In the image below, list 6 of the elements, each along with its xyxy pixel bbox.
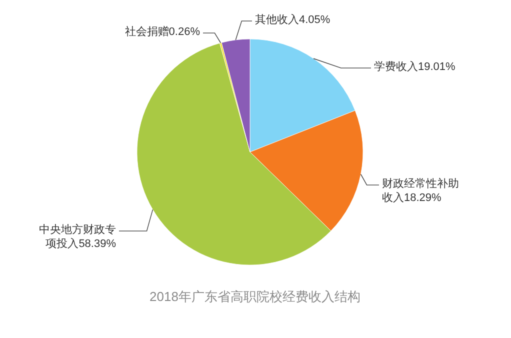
- slice-label: 学费收入19.01%: [374, 60, 456, 73]
- slice-label: 其他收入4.05%: [255, 13, 330, 26]
- slice-label: 财政经常性补助收入18.29%: [382, 177, 459, 204]
- text: 2018年广东省高职院校经费收入结构: [150, 289, 360, 304]
- slice-label: 社会捐赠0.26%: [124, 25, 200, 38]
- slice-label: 中央地方财政专项投入58.39%: [39, 223, 116, 250]
